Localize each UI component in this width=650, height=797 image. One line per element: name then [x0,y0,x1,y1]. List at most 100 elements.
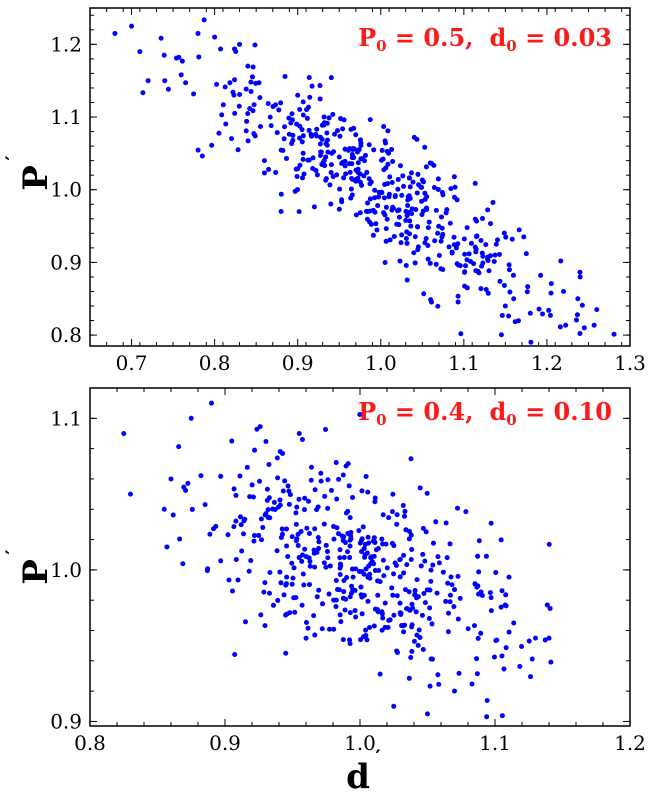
bottom-scatter-point [529,656,535,662]
top-scatter-point [452,184,458,190]
bottom-scatter-point [380,557,386,563]
top-scatter-point [390,158,396,164]
top-scatter-point [521,234,527,240]
bottom-scatter-point [289,534,295,540]
top-scatter-point [447,220,453,226]
top-scatter-point [426,219,432,225]
bottom-scatter-point [506,629,512,635]
bottom-scatter-point [326,626,332,632]
bottom-scatter-point [402,587,408,593]
bottom-scatter-point [484,714,490,720]
top-scatter-point [300,175,306,181]
top-scatter-point [383,238,389,244]
top-scatter-point [558,258,564,264]
top-scatter-point [278,100,284,106]
top-y-tick-label: 0.8 [50,323,82,347]
top-scatter-point [314,172,320,178]
top-scatter-point [487,253,493,259]
bottom-scatter-point [548,659,554,665]
top-scatter-point [506,267,512,273]
bottom-scatter-point [427,605,433,611]
top-scatter-point [361,173,367,179]
top-scatter-point [392,194,398,200]
bottom-scatter-point [447,592,453,598]
bottom-scatter-point [290,575,296,581]
top-scatter-point [336,206,342,212]
bottom-scatter-point [307,530,313,536]
bottom-scatter-point [282,478,288,484]
bottom-scatter-point [279,526,285,532]
bottom-scatter-point [293,510,299,516]
top-scatter-point [245,138,251,144]
bottom-scatter-point [357,540,363,546]
bottom-scatter-point [352,587,358,593]
top-scatter-point [446,244,452,250]
bottom-scatter-point [526,638,532,644]
top-scatter-point [577,330,583,336]
top-scatter-point [243,86,249,92]
top-x-tick-label: 1.0 [365,351,397,375]
top-scatter-point [381,195,387,201]
bottom-scatter-point [422,600,428,606]
top-scatter-point [374,227,380,233]
top-scatter-point [368,179,374,185]
bottom-scatter-point [251,538,257,544]
bottom-scatter-point [493,570,499,576]
top-scatter-point [472,180,478,186]
top-scatter-point [278,191,284,197]
bottom-x-tick-label: 1.0 [344,731,376,755]
top-scatter-point [196,54,202,60]
bottom-scatter-point [413,609,419,615]
top-scatter-point [372,187,378,193]
bottom-x-axis-label: d ′ [346,745,381,797]
bottom-scatter-point [476,569,482,575]
bottom-scatter-point [406,675,412,681]
bottom-scatter-point [306,582,312,588]
top-scatter-point [581,325,587,331]
top-scatter-point [497,278,503,284]
bottom-scatter-point [252,447,258,453]
bottom-scatter-point [312,487,318,493]
bottom-scatter-point [383,541,389,547]
bottom-scatter-point [314,549,320,555]
top-scatter-point [478,286,484,292]
bottom-scatter-point [263,438,269,444]
bottom-scatter-point [394,521,400,527]
top-scatter-point [416,182,422,188]
bottom-scatter-point [260,524,266,530]
top-scatter-point [389,146,395,152]
top-scatter-point [300,112,306,118]
top-scatter-point [421,291,427,297]
top-scatter-point [579,302,585,308]
bottom-scatter-point [380,615,386,621]
top-scatter-point [403,218,409,224]
bottom-annotation: P0 = 0.4, d0 = 0.10 [358,397,612,429]
top-scatter-point [310,155,316,161]
bottom-scatter-point [300,571,306,577]
bottom-scatter-point [503,645,509,651]
bottom-scatter-point [305,625,311,631]
bottom-scatter-point [399,623,405,629]
top-scatter-point [577,269,583,275]
top-scatter-point [351,125,357,131]
bottom-scatter-point [443,520,449,526]
top-scatter-point [294,121,300,127]
bottom-scatter-point [258,612,264,618]
bottom-scatter-point [379,611,385,617]
top-scatter-point [411,250,417,256]
bottom-scatter-point [316,587,322,593]
bottom-scatter-point [271,499,277,505]
top-scatter-point [353,132,359,138]
bottom-scatter-point [250,494,256,500]
top-scatter-point [548,290,554,296]
bottom-scatter-point [202,502,208,508]
bottom-scatter-point [242,619,248,625]
top-scatter-point [245,63,251,69]
bottom-scatter-point [430,540,436,546]
bottom-scatter-point [347,641,353,647]
top-scatter-point [395,186,401,192]
bottom-scatter-point [349,590,354,596]
top-scatter-point [485,258,491,264]
top-scatter-point [222,84,228,90]
top-scatter-point [216,130,222,136]
